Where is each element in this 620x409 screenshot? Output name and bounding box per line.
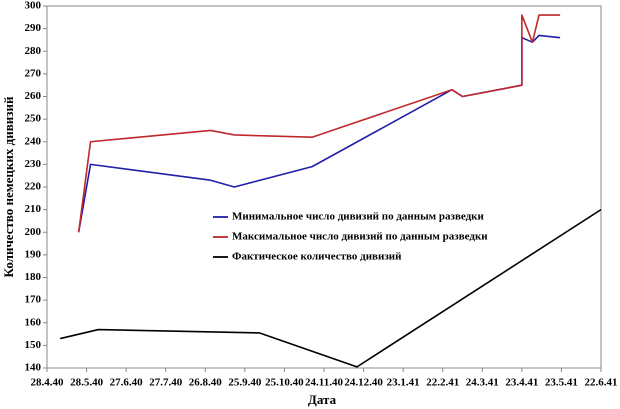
x-tick-label: 28.5.40 [70, 377, 104, 389]
y-tick-label: 200 [25, 226, 42, 238]
x-tick-label: 22.6.41 [585, 377, 618, 389]
legend-label: Минимальное число дивизий по данным разв… [232, 211, 485, 223]
legend-box [208, 205, 480, 267]
y-tick-label: 190 [25, 248, 42, 260]
x-tick-label: 24.12.40 [344, 377, 383, 389]
y-tick-label: 170 [25, 294, 42, 306]
series-line [77, 14, 561, 233]
legend-label: Максимальное число дивизий по данным раз… [232, 231, 488, 243]
x-tick-label: 24.3.41 [466, 377, 499, 389]
x-tick-label: 28.4.40 [31, 377, 65, 389]
y-tick-label: 180 [25, 271, 42, 283]
y-tick-label: 160 [25, 316, 42, 328]
y-tick-label: 250 [25, 113, 42, 125]
x-tick-label: 22.2.41 [426, 377, 459, 389]
y-tick-label: 140 [25, 362, 42, 374]
y-tick-label: 230 [25, 158, 42, 170]
y-tick-label: 260 [25, 90, 42, 102]
y-tick-label: 290 [25, 22, 42, 34]
x-tick-label: 24.11.40 [305, 377, 343, 389]
series-line [60, 208, 602, 368]
x-tick-label: 25.9.40 [228, 377, 262, 389]
y-tick-label: 150 [25, 339, 42, 351]
x-tick-label: 23.4.41 [505, 377, 538, 389]
y-tick-label: 270 [25, 67, 42, 79]
x-tick-label: 26.8.40 [189, 377, 223, 389]
series-line [77, 34, 561, 233]
x-tick-label: 23.1.41 [387, 377, 420, 389]
y-tick-label: 280 [25, 45, 42, 57]
y-tick-label: 210 [25, 203, 42, 215]
x-tick-label: 27.6.40 [110, 377, 144, 389]
x-axis-title: Дата [308, 392, 337, 407]
plot-frame [46, 5, 602, 369]
x-tick-label: 27.7.40 [149, 377, 183, 389]
y-tick-label: 300 [25, 0, 42, 12]
y-tick-label: 240 [25, 135, 42, 147]
y-tick-label: 220 [25, 181, 42, 193]
legend-label: Фактическое количество дивизий [232, 251, 402, 263]
y-axis-title: Количество немецких дивизий [1, 96, 16, 277]
x-tick-label: 25.10.40 [265, 377, 304, 389]
x-tick-label: 23.5.41 [545, 377, 578, 389]
